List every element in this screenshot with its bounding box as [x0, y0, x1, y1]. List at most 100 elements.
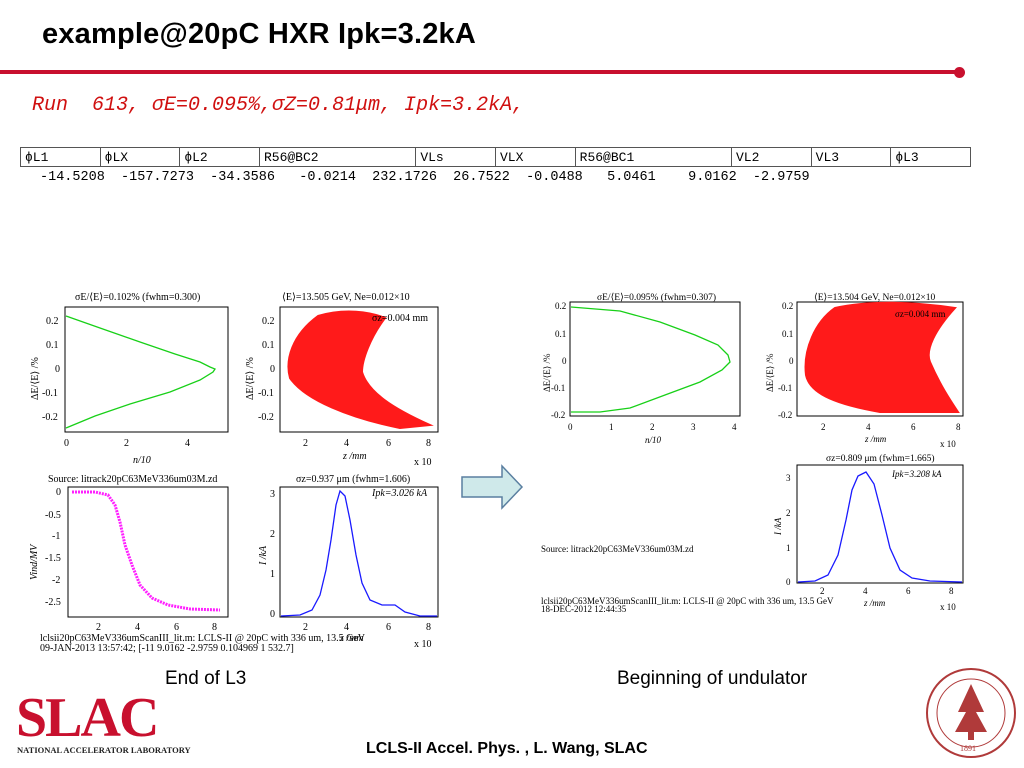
xtick: 8 — [956, 422, 961, 432]
slac-logo-text: SLAC — [16, 687, 157, 749]
ylabel: I /kA — [773, 517, 783, 536]
slide-title: example@20pC HXR Ipk=3.2kA — [42, 18, 477, 50]
title-underline — [0, 70, 958, 74]
ytick: 3 — [786, 473, 791, 483]
ytick: 0 — [55, 364, 60, 375]
xlabel: z /mm — [339, 633, 364, 644]
param-header: ϕL1 — [20, 147, 101, 167]
current-curve — [280, 489, 437, 617]
ytick: 0 — [270, 364, 275, 375]
ytick: -0.1 — [42, 388, 58, 399]
xlabel: z /mm — [342, 451, 367, 462]
source-label: Source: litrack20pC63MeV336um03M.zd — [541, 544, 694, 554]
slac-logo: SLAC NATIONAL ACCELERATOR LABORATORY — [16, 687, 191, 755]
title-underline-dot — [954, 67, 965, 78]
ytick: 1 — [786, 543, 791, 553]
xscale: x 10 — [414, 457, 432, 468]
param-header: VLs — [415, 147, 496, 167]
ylabel: I /kA — [258, 545, 269, 566]
left-energy-profile-plot: σE/⟨E⟩=0.102% (fwhm=0.300) 0.2 0.1 0 -0.… — [30, 292, 229, 466]
xscale: x 10 — [940, 439, 956, 449]
param-header: ϕL3 — [890, 147, 971, 167]
xtick: 4 — [135, 622, 140, 633]
ytick: -2 — [52, 575, 60, 586]
ytick: -0.2 — [778, 410, 792, 420]
xtick: 4 — [866, 422, 871, 432]
xtick: 6 — [386, 622, 391, 633]
plot-title: σz=0.809 μm (fwhm=1.665) — [826, 453, 935, 464]
plot-title: σE/⟨E⟩=0.102% (fwhm=0.300) — [75, 292, 200, 303]
ytick: -0.5 — [45, 510, 61, 521]
xtick: 6 — [906, 586, 911, 596]
xtick: 2 — [303, 622, 308, 633]
ytick: 0.1 — [555, 329, 566, 339]
slac-logo-subtitle: NATIONAL ACCELERATOR LABORATORY — [17, 745, 191, 755]
run-stamp: lclsii20pC63MeV336umScanIII_lit.m: LCLS-… — [541, 596, 834, 606]
ytick: -0.1 — [778, 383, 792, 393]
parameter-values: -14.5208 -157.7273 -34.3586 -0.0214 232.… — [40, 170, 810, 185]
phase-space-cloud — [804, 301, 960, 413]
wake-voltage-curve — [72, 490, 221, 612]
ytick: 0.1 — [46, 340, 59, 351]
ytick: -2.5 — [45, 597, 61, 608]
ylabel: ΔE/⟨E⟩ /% — [542, 353, 552, 392]
parameter-table: ϕL1 ϕLX ϕL2 R56@BC2 VLs VLX R56@BC1 VL2 … — [20, 147, 971, 167]
ytick: -0.2 — [258, 412, 274, 423]
plot-title: Source: litrack20pC63MeV336um03M.zd — [48, 474, 217, 485]
ylabel: Vind/MV — [29, 543, 40, 580]
ytick: 0 — [270, 609, 275, 620]
left-current-plot: σz=0.937 μm (fwhm=1.606) Ipk=3.026 kA 3 … — [258, 474, 439, 650]
ytick: 2 — [270, 529, 275, 540]
xtick: 2 — [650, 422, 655, 432]
ytick: 0.2 — [46, 316, 59, 327]
right-arrow-icon — [461, 464, 524, 510]
run-stamp: lclsii20pC63MeV336umScanIII_lit.m: LCLS-… — [40, 633, 366, 644]
xtick: 4 — [185, 438, 190, 449]
xtick: 6 — [911, 422, 916, 432]
seal-year: 1891 — [960, 744, 976, 753]
xtick: 4 — [732, 422, 737, 432]
param-header: VL3 — [810, 147, 892, 167]
run-stamp-date: 09-JAN-2013 13:57:42; [-11 9.0162 -2.975… — [40, 643, 294, 654]
ytick: -0.1 — [551, 383, 565, 393]
xtick: 2 — [124, 438, 129, 449]
xtick: 6 — [174, 622, 179, 633]
xtick: 8 — [212, 622, 217, 633]
ytick: -1.5 — [45, 553, 61, 564]
xscale: x 10 — [414, 639, 432, 650]
xtick: 2 — [821, 422, 826, 432]
caption-end-of-l3: End of L3 — [165, 668, 247, 689]
xtick: 8 — [426, 438, 431, 449]
right-current-plot: σz=0.809 μm (fwhm=1.665) Ipk=3.208 kA 3 … — [773, 453, 964, 612]
stanford-seal-icon: 1891 — [926, 668, 1016, 758]
param-header: R56@BC1 — [574, 147, 733, 167]
xtick: 2 — [820, 586, 825, 596]
ytick: 0 — [56, 487, 61, 498]
xtick: 4 — [344, 438, 349, 449]
ylabel: ΔE/⟨E⟩ /% — [765, 353, 775, 392]
ytick: -0.2 — [551, 410, 565, 420]
ytick: -1 — [52, 531, 60, 542]
param-header: VLX — [494, 147, 576, 167]
plot-title: ⟨E⟩=13.505 GeV, Ne=0.012×10 — [282, 292, 410, 303]
ipk-label: Ipk=3.208 kA — [891, 469, 942, 479]
ytick: -0.2 — [42, 412, 58, 423]
current-curve — [797, 471, 963, 583]
ytick: 0 — [786, 577, 791, 587]
ylabel: ΔE/⟨E⟩ /% — [30, 357, 41, 400]
xtick: 6 — [386, 438, 391, 449]
ytick: 2 — [786, 508, 791, 518]
ytick: 0.2 — [782, 301, 793, 311]
xtick: 4 — [344, 622, 349, 633]
xtick: 2 — [96, 622, 101, 633]
run-summary: Run 613, σE=0.095%,σZ=0.81μm, Ipk=3.2kA, — [32, 94, 525, 117]
ytick: -0.1 — [258, 388, 274, 399]
xtick: 3 — [691, 422, 696, 432]
plot-note: σz=0.004 mm — [895, 309, 945, 319]
ylabel: ΔE/⟨E⟩ /% — [245, 357, 256, 400]
ytick: 3 — [270, 489, 275, 500]
ytick: 0.2 — [555, 301, 566, 311]
param-header: ϕLX — [99, 147, 181, 167]
ipk-label: Ipk=3.026 kA — [371, 488, 428, 499]
